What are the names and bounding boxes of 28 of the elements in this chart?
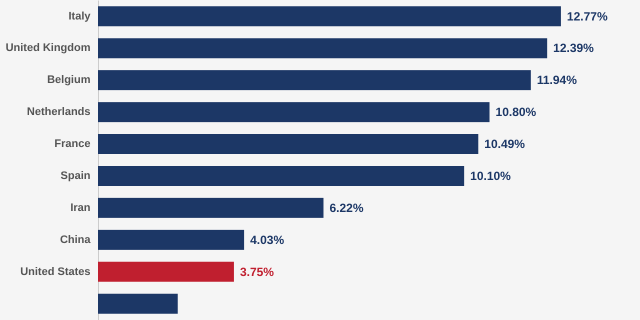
- y-tick-label: Italy: [68, 10, 92, 22]
- bar: [98, 198, 324, 218]
- data-label: 10.80%: [496, 105, 537, 120]
- bar: [98, 70, 531, 90]
- y-tick-label: Belgium: [47, 74, 91, 86]
- data-label: 10.49%: [484, 137, 526, 152]
- y-tick-label: China: [60, 234, 92, 246]
- y-tick-label: United States: [20, 266, 90, 278]
- data-label: 10.10%: [470, 168, 512, 183]
- bar: [98, 262, 234, 282]
- y-tick-label: France: [54, 138, 90, 150]
- data-label: 12.77%: [566, 9, 608, 24]
- y-tick-label: Netherlands: [26, 106, 90, 118]
- bar: [98, 134, 478, 154]
- bar: [98, 230, 244, 250]
- data-label: 3.75%: [240, 264, 274, 279]
- data-label: 4.03%: [250, 232, 284, 247]
- bar: [98, 294, 178, 314]
- bar: [98, 38, 548, 58]
- data-label: 11.94%: [536, 73, 578, 88]
- bar: [98, 102, 490, 122]
- data-label: 12.39%: [553, 41, 594, 56]
- y-tick-label: Iran: [70, 202, 91, 214]
- y-tick-label: Spain: [60, 170, 91, 182]
- bar: [98, 6, 561, 26]
- y-tick-label: United Kingdom: [6, 42, 91, 54]
- data-label: 6.22%: [329, 200, 364, 215]
- bar: [98, 166, 464, 186]
